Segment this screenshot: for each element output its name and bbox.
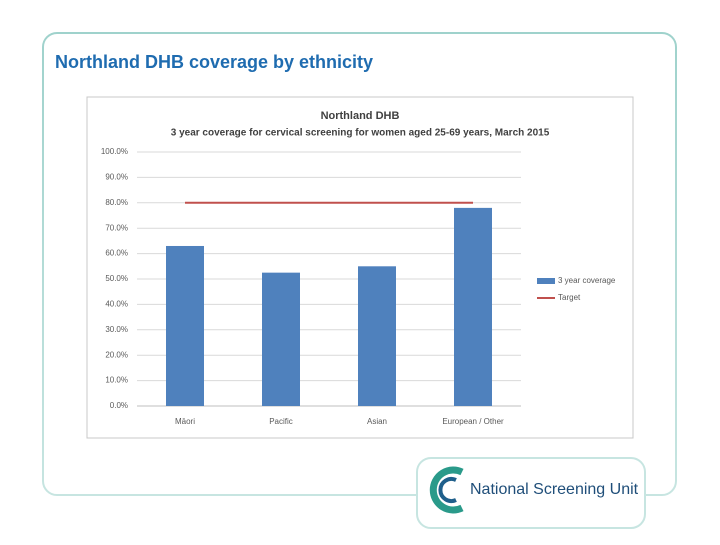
y-tick-label: 50.0% [105,274,128,283]
chart-subtitle: 3 year coverage for cervical screening f… [171,128,550,139]
y-tick-label: 70.0% [105,223,128,232]
y-tick-label: 40.0% [105,300,128,309]
y-tick-label: 60.0% [105,249,128,258]
bar [166,245,204,406]
logo-mark-inner [438,477,457,503]
x-tick-label: Māori [175,417,195,426]
y-tick-label: 80.0% [105,198,128,207]
x-tick-label: European / Other [442,417,504,426]
y-tick-label: 0.0% [110,401,128,410]
legend-swatch [537,278,555,284]
y-tick-label: 30.0% [105,325,128,334]
y-tick-label: 10.0% [105,376,128,385]
slide-title: Northland DHB coverage by ethnicity [55,52,373,72]
logo: National Screening Unit [416,457,646,529]
chart-title: Northland DHB [321,110,400,122]
bar [358,266,396,406]
x-tick-label: Pacific [269,417,293,426]
bar [454,207,492,406]
legend-label: Target [558,293,581,302]
bar [262,272,300,406]
y-tick-label: 100.0% [101,147,128,156]
logo-box [416,457,646,529]
y-tick-label: 20.0% [105,350,128,359]
x-tick-label: Asian [367,417,387,426]
legend-label: 3 year coverage [558,276,616,285]
y-tick-label: 90.0% [105,173,128,182]
logo-text: National Screening Unit [470,481,639,498]
logo-mark [429,466,464,514]
